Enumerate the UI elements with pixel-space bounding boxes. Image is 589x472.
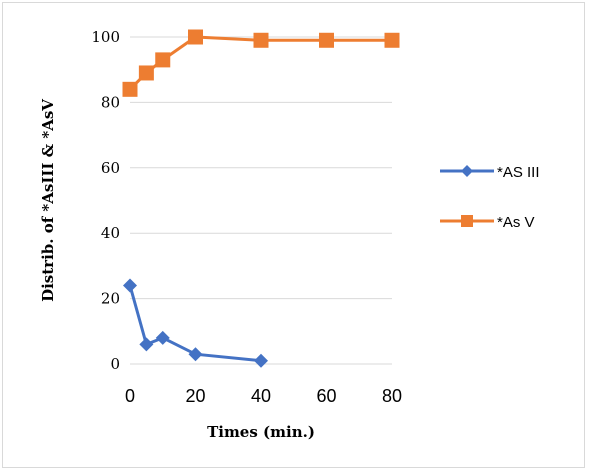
legend-label: *As V (497, 214, 535, 231)
y-tick-label: 0 (110, 355, 120, 373)
y-tick-label: 20 (101, 290, 120, 308)
data-point-square (253, 32, 269, 48)
data-point-diamond (188, 347, 203, 362)
data-point-square (188, 29, 203, 45)
x-axis-title: Times (min.) (207, 423, 315, 441)
legend: *AS III *As V (440, 164, 540, 231)
data-point-diamond (139, 337, 154, 352)
data-point-square (138, 65, 154, 81)
x-tick-label: 60 (316, 386, 336, 406)
data-point-diamond (254, 353, 268, 368)
x-tick-label: 40 (251, 386, 271, 406)
x-tick-label: 80 (382, 386, 402, 406)
y-tick-label: 60 (101, 159, 120, 177)
data-point-square (319, 32, 334, 48)
x-tick-label: 0 (125, 386, 135, 406)
x-tick-label: 20 (185, 386, 205, 406)
gridlines (130, 36, 392, 300)
chart-area (2, 2, 585, 468)
y-tick-label: 100 (91, 28, 120, 46)
y-axis-title: Distrib. of *AsIII & *AsV (39, 99, 57, 302)
data-point-diamond (155, 330, 170, 345)
y-tick-label: 80 (101, 93, 120, 111)
data-point-square (122, 81, 138, 97)
tick-labels: 0 20 40 60 80 100 0 20 40 60 80 (91, 28, 402, 406)
legend-marker-diamond (461, 165, 473, 177)
plot-series (122, 29, 400, 368)
y-tick-label: 40 (101, 224, 120, 242)
legend-label: *AS III (497, 164, 540, 181)
data-point-square (384, 32, 400, 48)
legend-marker-square (461, 215, 473, 227)
data-point-square (155, 52, 171, 68)
data-point-diamond (123, 278, 137, 293)
